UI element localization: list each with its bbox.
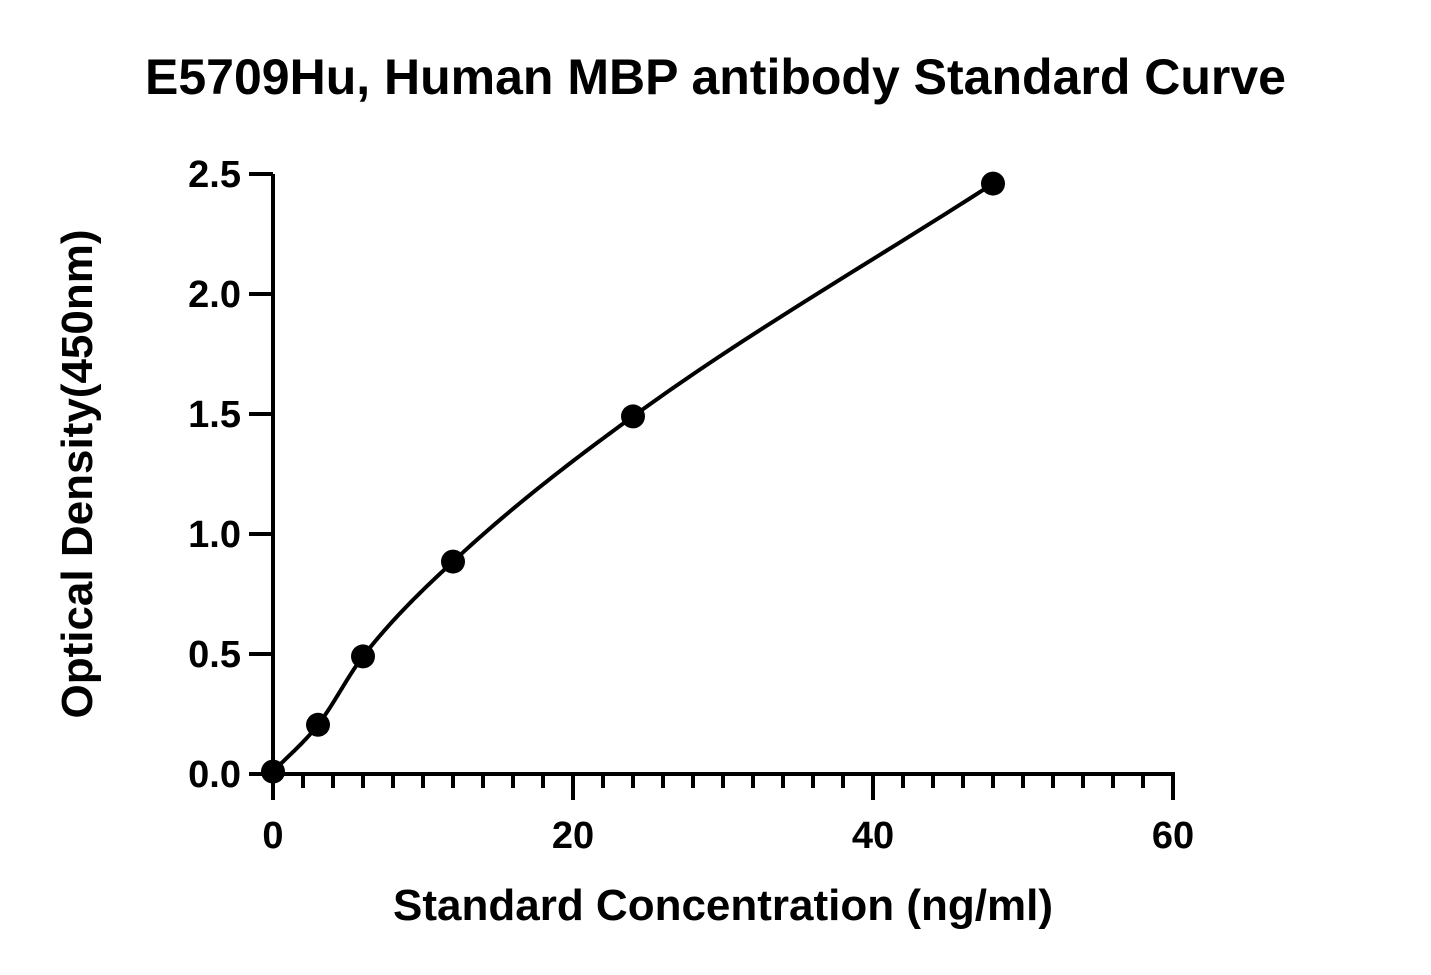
y-tick-label: 2.0 — [188, 274, 241, 316]
x-tick-label: 0 — [262, 815, 283, 857]
x-tick-label: 60 — [1152, 815, 1194, 857]
y-tick-label: 2.5 — [188, 154, 241, 196]
data-point — [981, 171, 1005, 196]
x-tick-label: 20 — [552, 815, 594, 857]
chart-title: E5709Hu, Human MBP antibody Standard Cur… — [145, 49, 1286, 105]
data-point — [261, 759, 285, 784]
data-points — [261, 171, 1005, 784]
y-axis-title: Optical Density(450nm) — [53, 229, 102, 718]
data-point — [306, 712, 330, 737]
x-axis-title: Standard Concentration (ng/ml) — [393, 881, 1053, 930]
y-tick-label: 0.0 — [188, 754, 241, 796]
x-tick-label: 40 — [852, 815, 894, 857]
fit-curve — [271, 181, 995, 773]
data-point — [351, 644, 375, 669]
data-point — [441, 549, 465, 574]
y-tick-label: 1.5 — [188, 394, 241, 436]
y-tick-label: 1.0 — [188, 514, 241, 556]
fit-curve-layer — [271, 181, 995, 773]
axes: 0.0 0.5 1.0 1.5 2.0 2.5 0 20 40 60 — [188, 154, 1194, 857]
data-point — [621, 404, 645, 429]
y-tick-label: 0.5 — [188, 634, 241, 676]
